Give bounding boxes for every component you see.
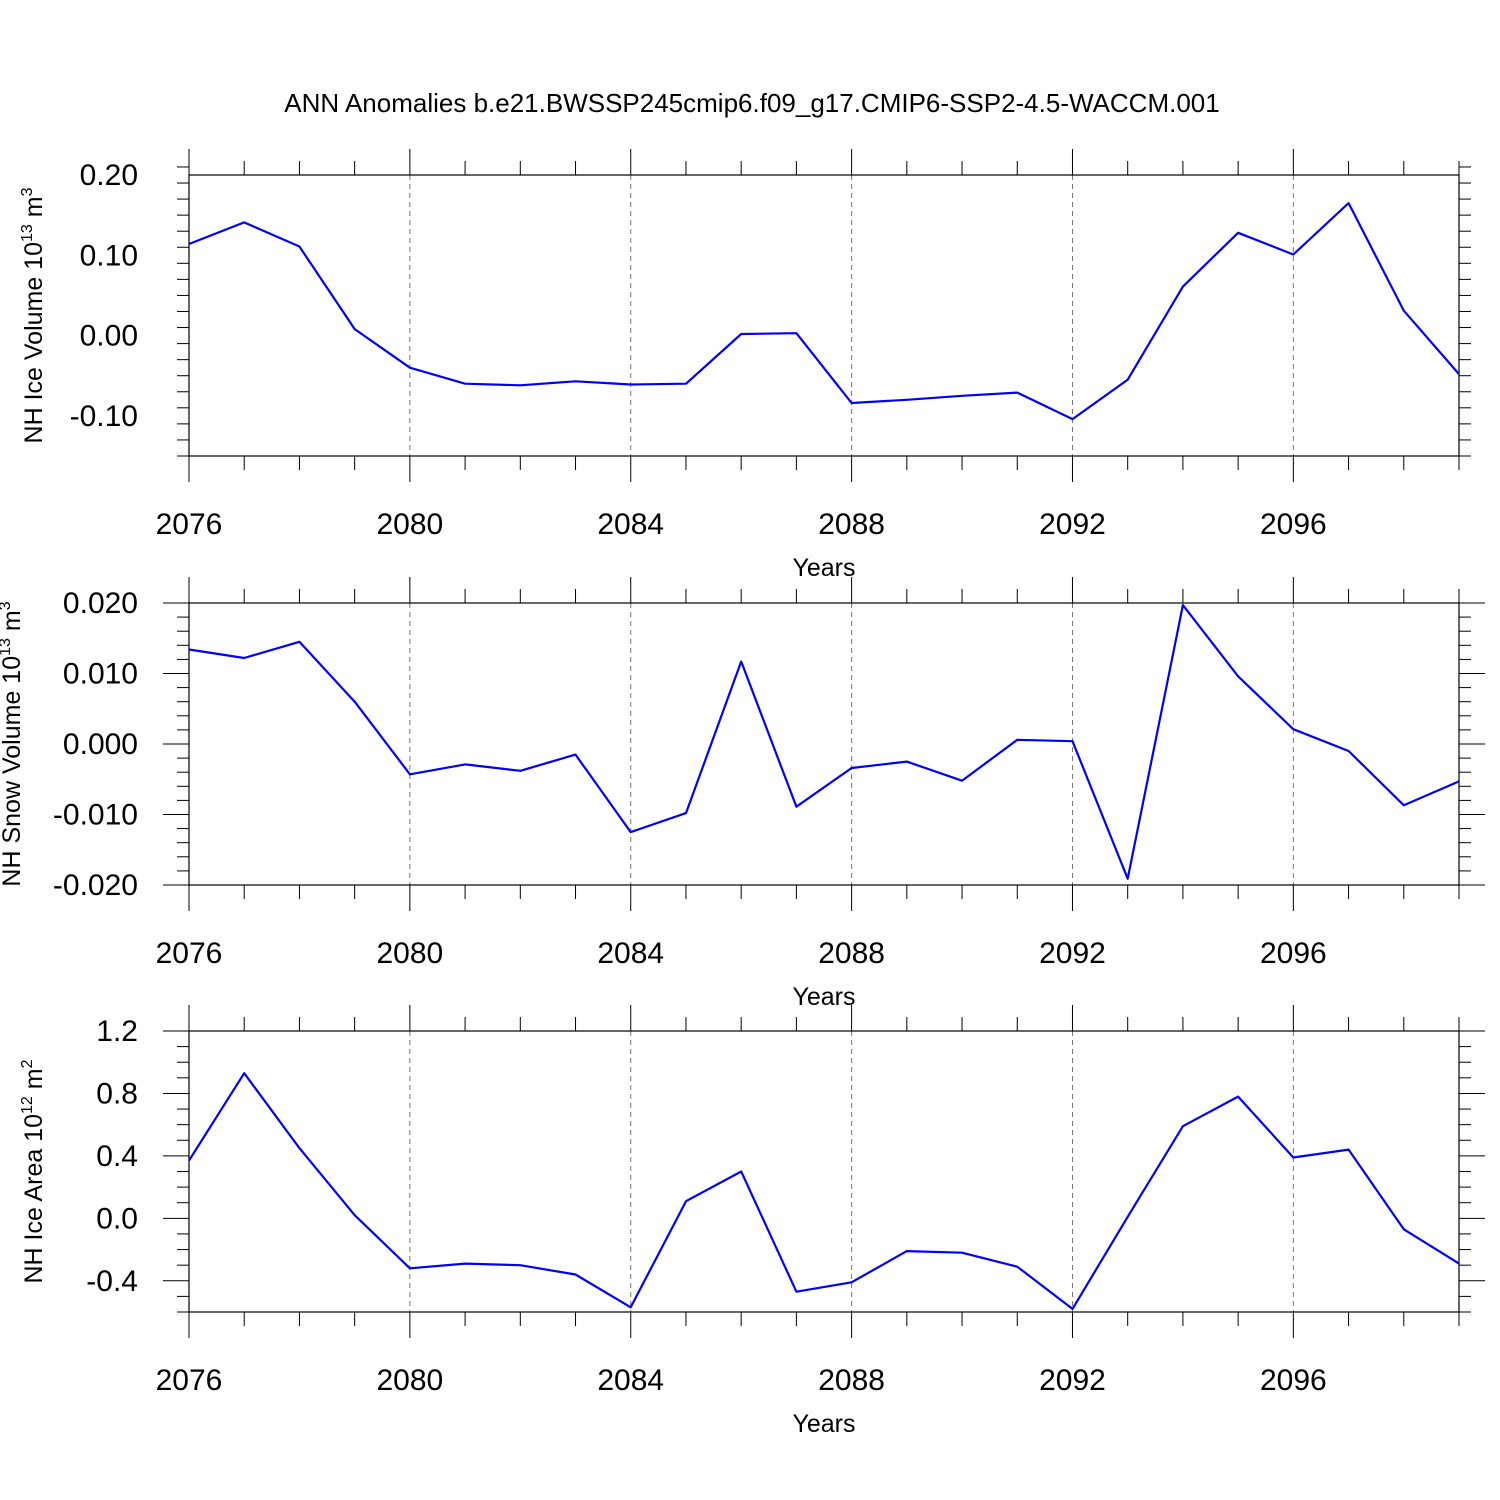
series-line — [188, 1072, 1460, 1311]
y-tick-label: -0.10 — [70, 400, 138, 433]
plot-frame — [188, 1030, 1460, 1313]
y-tick-label: -0.4 — [86, 1265, 138, 1298]
x-tick-label: 2076 — [156, 937, 223, 970]
y-axis-label: NH Ice Area 1012 m2 — [19, 1059, 48, 1283]
y-tick-label: -0.010 — [53, 799, 138, 832]
y-tick-label: 0.00 — [80, 320, 138, 353]
series-line — [188, 603, 1460, 880]
x-axis-label: Years — [792, 983, 855, 1011]
y-tick-label: 0.20 — [80, 159, 138, 192]
y-tick-label: 0.010 — [63, 658, 138, 691]
chart-panels: 0.20 0.10 0.00 -0.10 2076 2080 2084 2088 2092 209… — [0, 149, 1485, 1438]
plot-frame — [188, 174, 1460, 457]
y-tick-label: 0.020 — [63, 587, 138, 620]
x-tick-label: 2076 — [156, 1364, 223, 1397]
x-tick-label: 2080 — [376, 937, 443, 970]
series-line — [188, 202, 1460, 421]
y-tick-label: -0.020 — [53, 869, 138, 902]
x-tick-label: 2084 — [597, 937, 664, 970]
x-tick-label: 2088 — [818, 1364, 885, 1397]
y-tick-label: 0.0 — [96, 1202, 138, 1235]
chart-panel-2: 0.020 0.010 0.000 -0.010 -0.020 2076 2080 2084 2… — [0, 577, 1485, 1011]
x-tick-label: 2088 — [818, 937, 885, 970]
y-tick-label: 0.000 — [63, 728, 138, 761]
x-tick-label: 2096 — [1260, 508, 1327, 541]
y-tick-label: 0.10 — [80, 239, 138, 272]
x-tick-label: 2084 — [597, 508, 664, 541]
y-axis-label: NH Ice Volume 1013 m3 — [19, 187, 48, 443]
x-tick-label: 2092 — [1039, 1364, 1106, 1397]
x-tick-label: 2080 — [376, 508, 443, 541]
plot-frame — [188, 602, 1460, 886]
x-axis-label: Years — [792, 1410, 855, 1438]
x-tick-label: 2076 — [156, 508, 223, 541]
x-tick-label: 2096 — [1260, 1364, 1327, 1397]
x-tick-label: 2084 — [597, 1364, 664, 1397]
y-tick-label: 0.4 — [96, 1140, 138, 1173]
chart-panel-1: 0.20 0.10 0.00 -0.10 2076 2080 2084 2088 2092 209… — [19, 149, 1471, 582]
y-tick-label: 1.2 — [96, 1015, 138, 1048]
x-axis-label: Years — [792, 554, 855, 582]
x-tick-label: 2096 — [1260, 937, 1327, 970]
y-tick-label: 0.8 — [96, 1077, 138, 1110]
figure-title: ANN Anomalies b.e21.BWSSP245cmip6.f09_g1… — [284, 88, 1219, 118]
x-tick-label: 2088 — [818, 508, 885, 541]
chart-panel-3: 1.2 0.8 0.4 0.0 -0.4 2076 2080 2084 2088 2092 2096… — [19, 1005, 1485, 1438]
x-tick-label: 2080 — [376, 1364, 443, 1397]
y-axis-label: NH Snow Volume 1013 m3 — [0, 601, 26, 886]
x-tick-label: 2092 — [1039, 937, 1106, 970]
x-tick-label: 2092 — [1039, 508, 1106, 541]
